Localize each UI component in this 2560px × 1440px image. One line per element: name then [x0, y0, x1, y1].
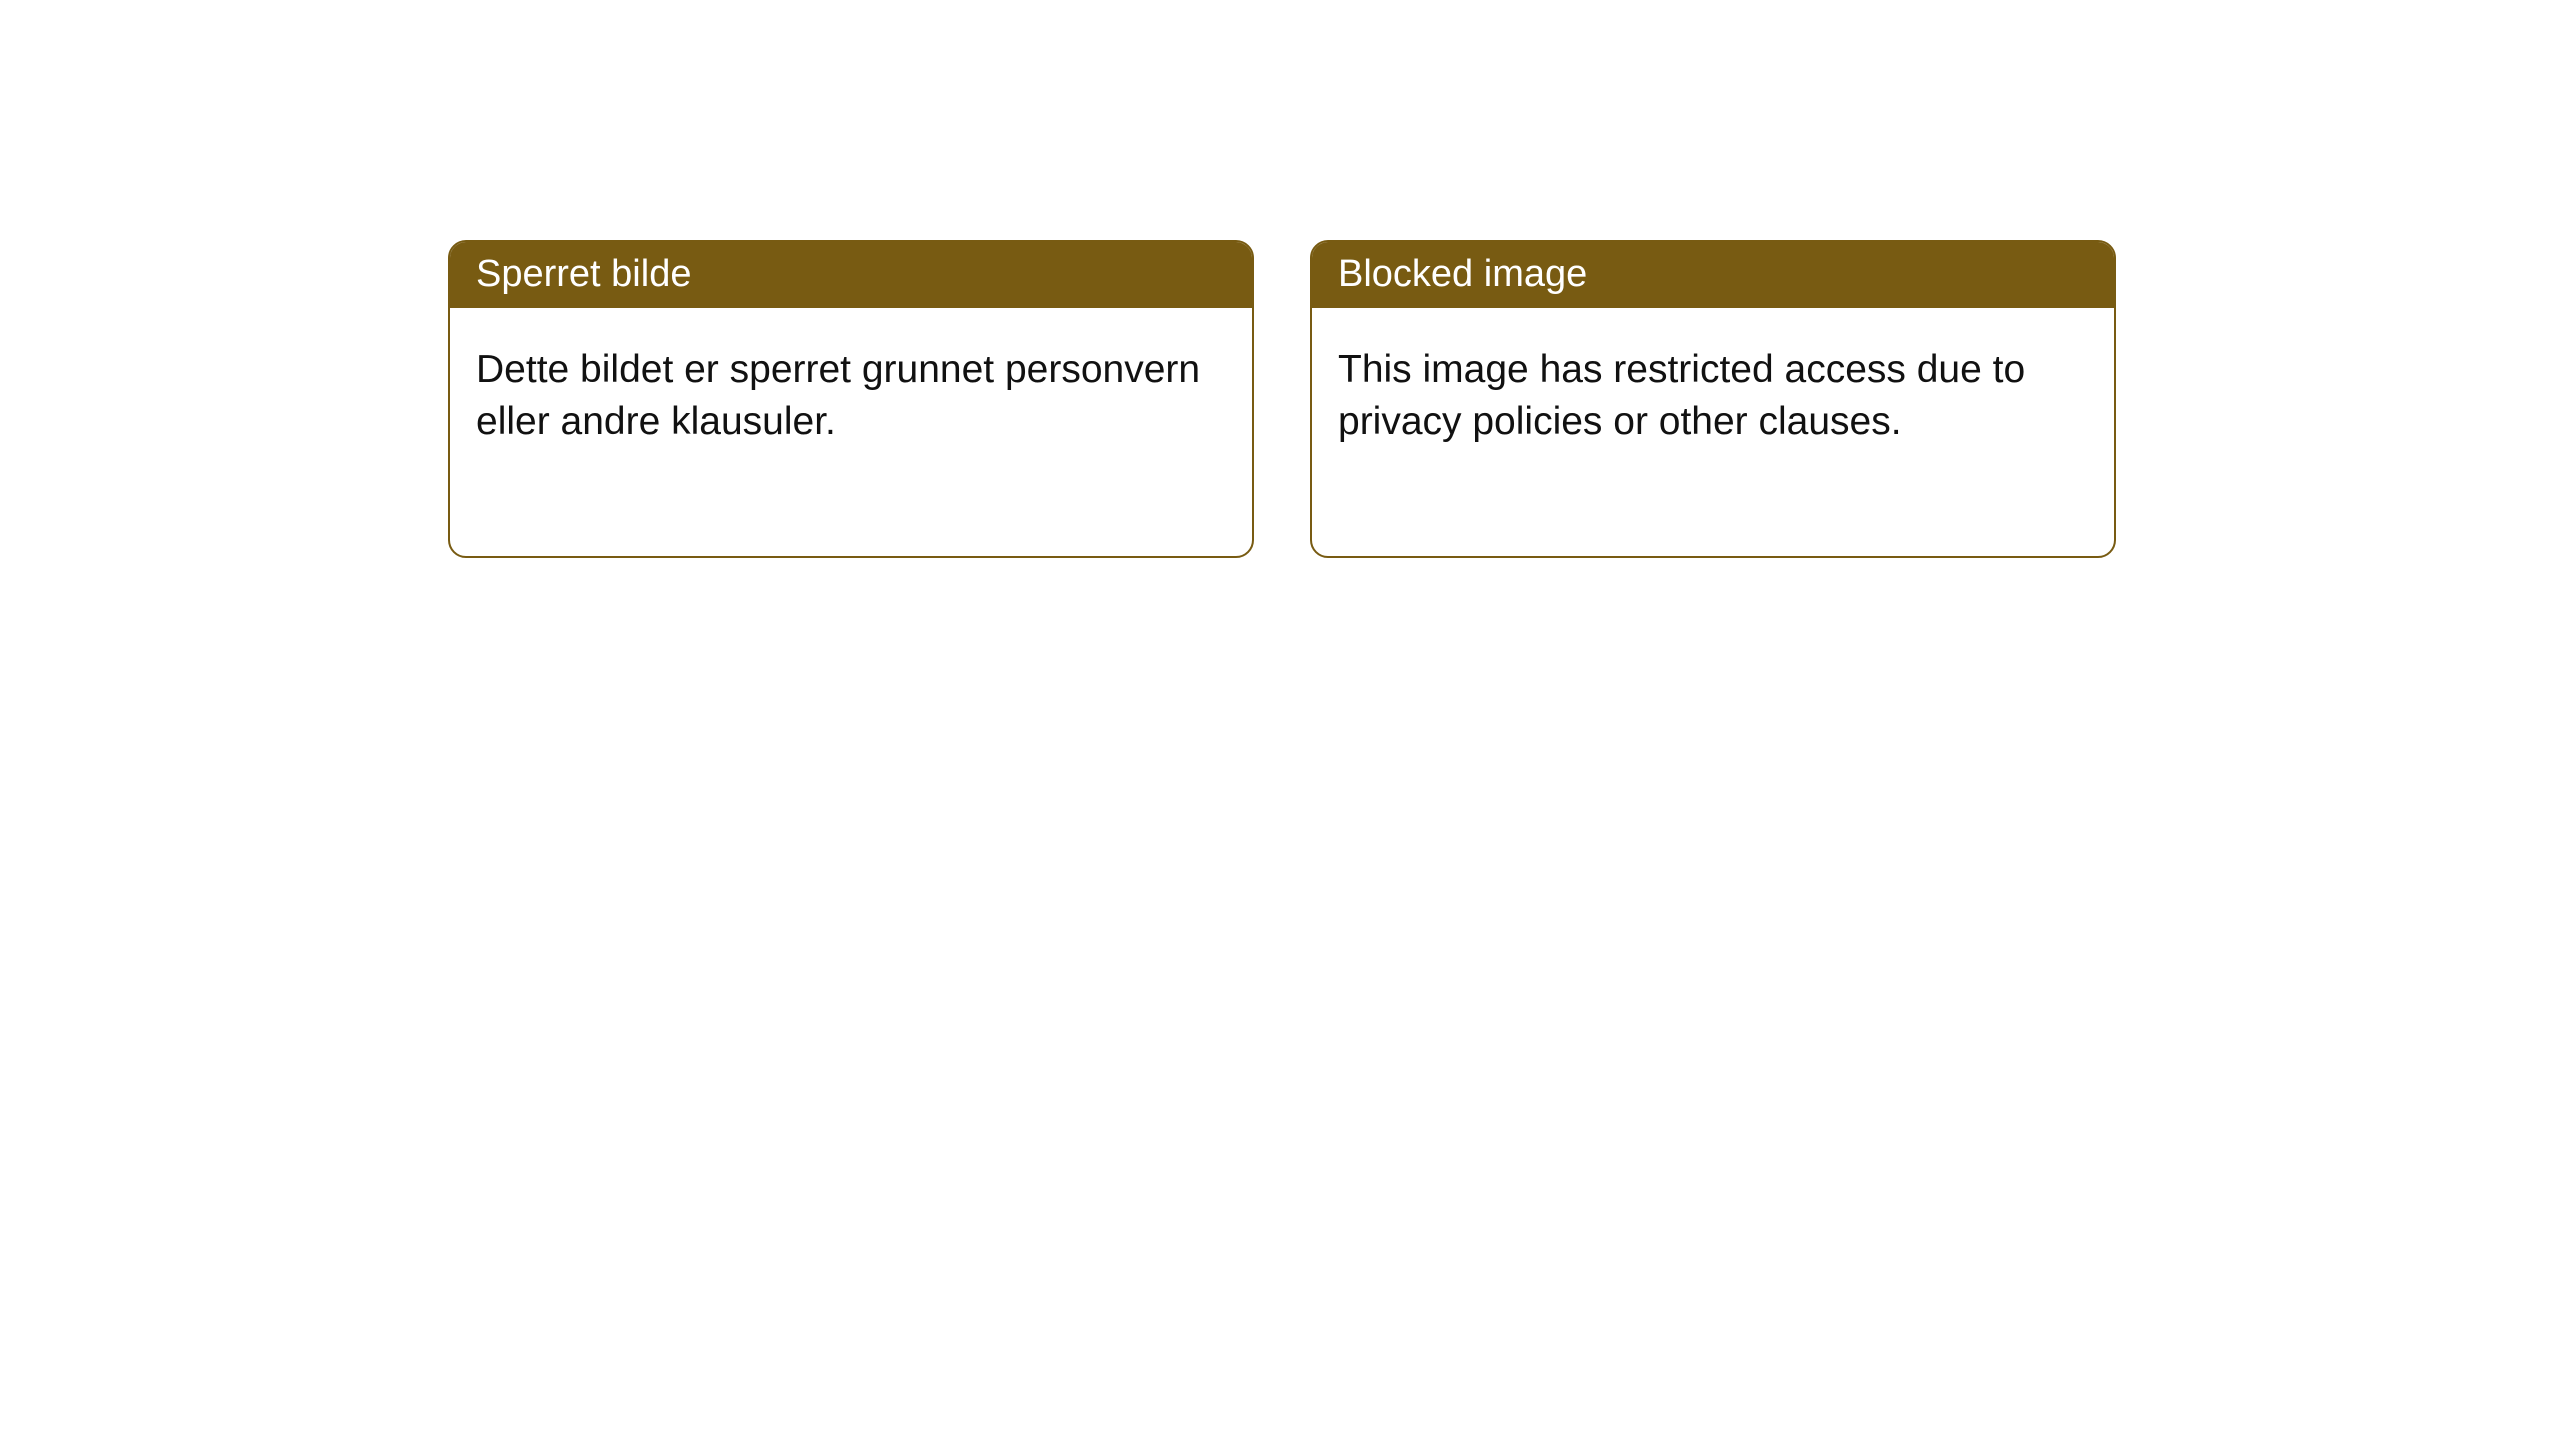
notice-card-body: This image has restricted access due to … [1312, 308, 2114, 556]
notice-cards-container: Sperret bilde Dette bildet er sperret gr… [448, 240, 2116, 558]
notice-card-norwegian: Sperret bilde Dette bildet er sperret gr… [448, 240, 1254, 558]
notice-card-title: Sperret bilde [450, 242, 1252, 308]
notice-card-title: Blocked image [1312, 242, 2114, 308]
notice-card-body: Dette bildet er sperret grunnet personve… [450, 308, 1252, 556]
notice-card-english: Blocked image This image has restricted … [1310, 240, 2116, 558]
